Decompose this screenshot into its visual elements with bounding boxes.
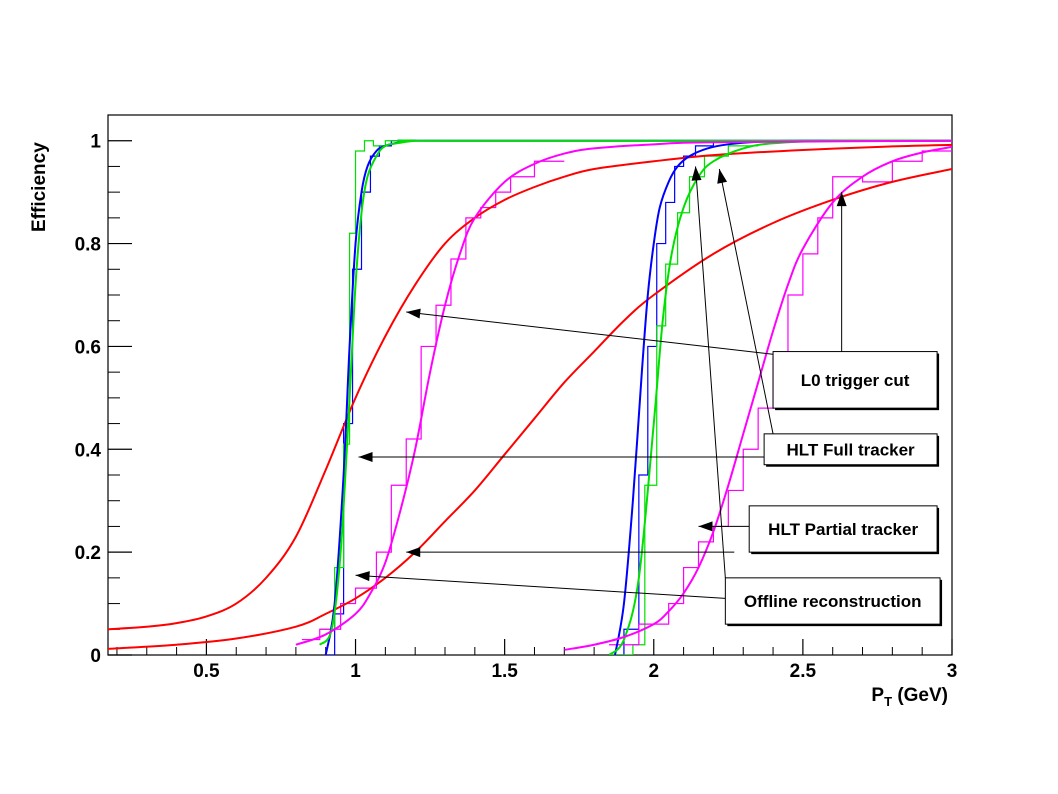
x-tick-label: 1 xyxy=(350,661,361,682)
annotation-label: L0 trigger cut xyxy=(801,371,910,390)
histogram-series xyxy=(301,160,565,641)
annotation-arrow-head xyxy=(406,308,421,319)
annotation-arrow-line xyxy=(718,168,774,434)
annotation-arrow-head xyxy=(717,169,728,184)
plot-frame xyxy=(107,114,953,656)
y-tick-label: 1 xyxy=(90,132,101,153)
annotation-arrow-line xyxy=(695,166,726,578)
fit-curve xyxy=(108,168,952,650)
histogram-series xyxy=(319,140,446,630)
fit-curve xyxy=(608,139,952,655)
annotation-box xyxy=(763,433,938,466)
annotation-arrow-line xyxy=(355,574,726,599)
histogram-series xyxy=(609,140,744,655)
x-tick-label: 2.5 xyxy=(790,661,817,682)
y-tick-label: 0.6 xyxy=(75,337,101,358)
y-tick-label: 0.8 xyxy=(75,235,101,256)
annotation-box xyxy=(748,505,938,553)
plot-content xyxy=(108,139,952,655)
x-tick-label: 0.5 xyxy=(193,661,220,682)
annotation-arrow-head xyxy=(698,521,713,532)
y-tick-label: 0.4 xyxy=(75,440,102,461)
histogram-series xyxy=(609,150,952,646)
x-tick-label: 2 xyxy=(648,661,659,682)
annotation-arrow-head xyxy=(355,571,370,582)
y-axis-title: Efficiency xyxy=(29,142,50,232)
annotation-arrow-line xyxy=(406,311,794,358)
axes: 0.5 1 1.5 2 2.5 3 0 0.2 0.4 0.6 0.8 1 xyxy=(75,114,958,682)
fit-curve xyxy=(108,143,952,631)
annotations: L0 trigger cut HLT Full tracker HLT Partia… xyxy=(355,166,943,627)
y-tick-label: 0.2 xyxy=(75,543,101,564)
annotation-box xyxy=(772,351,938,409)
annotation-label: HLT Full tracker xyxy=(787,440,916,459)
annotation-arrow-head xyxy=(836,192,847,207)
x-axis-title-unit: (GeV) xyxy=(892,685,948,706)
y-tick-label: 0 xyxy=(90,646,101,667)
x-axis-title: PT (GeV) xyxy=(871,685,948,709)
fit-curve xyxy=(318,139,952,646)
annotation-arrow-head xyxy=(406,547,421,558)
fit-curve xyxy=(564,145,952,651)
annotation-arrow-head xyxy=(358,452,373,462)
x-tick-label: 1.5 xyxy=(491,661,518,682)
x-axis-title-sub: T xyxy=(884,694,892,709)
fit-curve xyxy=(295,139,952,646)
curves xyxy=(108,139,952,655)
annotation-arrow-head xyxy=(691,166,702,181)
annotation-label: Offline reconstruction xyxy=(744,592,922,611)
annotation-label: HLT Partial tracker xyxy=(768,520,918,539)
annotation-box xyxy=(724,577,941,625)
x-tick-label: 3 xyxy=(947,661,958,682)
x-axis-title-main: P xyxy=(871,685,884,706)
